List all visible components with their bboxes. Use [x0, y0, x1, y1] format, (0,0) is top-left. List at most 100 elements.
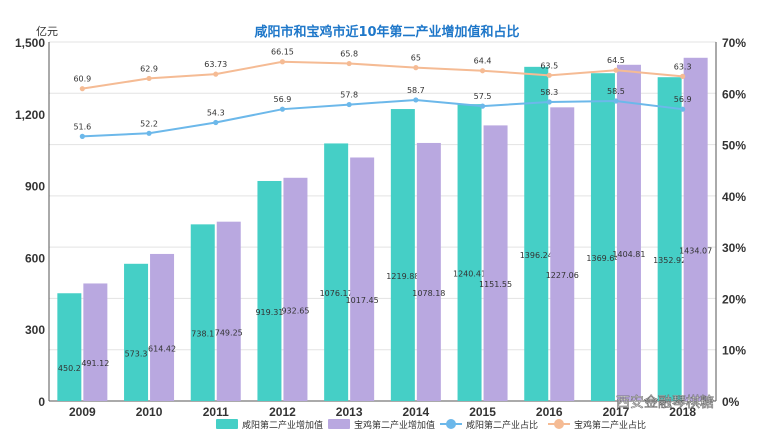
bar-data-label: 450.2 — [58, 364, 81, 373]
x-tick-label: 2015 — [469, 405, 496, 419]
y-tick-label: 300 — [25, 323, 45, 337]
y2-tick-label: 30% — [722, 241, 746, 255]
line-point — [146, 130, 152, 136]
line-data-label: 63.73 — [204, 60, 227, 69]
legend-swatch-marker — [554, 419, 564, 429]
bar — [616, 64, 641, 402]
line-point — [680, 106, 686, 112]
line-point — [613, 98, 619, 104]
bar — [350, 157, 375, 401]
line-point — [479, 103, 486, 109]
y2-tick-label: 10% — [722, 344, 746, 358]
line-data-label: 57.5 — [474, 92, 492, 101]
bar — [483, 125, 508, 402]
line-data-label: 51.6 — [73, 122, 91, 131]
bar-data-label: 1227.06 — [546, 271, 579, 280]
y2-tick-label: 70% — [722, 36, 746, 50]
line-point — [479, 68, 486, 74]
bar — [683, 57, 708, 402]
x-tick-label: 2018 — [669, 405, 696, 419]
bar — [257, 180, 282, 401]
x-tick-label: 2009 — [69, 405, 96, 419]
line-point — [279, 59, 286, 65]
bar-data-label: 749.25 — [215, 328, 243, 337]
x-tick-label: 2014 — [402, 405, 429, 419]
line-data-label: 65 — [411, 54, 421, 63]
bar — [390, 109, 415, 401]
bar-data-label: 1219.88 — [386, 272, 419, 281]
chart-title: 咸阳市和宝鸡市近10年第二产业增加值和占比 — [254, 24, 519, 40]
bar-data-label: 491.12 — [81, 359, 109, 368]
bar — [83, 283, 108, 401]
legend-label: 咸阳第二产业占比 — [466, 419, 538, 431]
line-data-label: 63.5 — [540, 61, 558, 70]
legend-swatch-marker — [446, 419, 456, 429]
bar-data-label: 614.42 — [148, 344, 176, 353]
bar — [216, 221, 241, 401]
bar — [57, 293, 82, 401]
bar — [457, 104, 482, 401]
line-point — [546, 99, 552, 105]
bar-data-label: 573.3 — [125, 349, 148, 358]
line-data-label: 52.2 — [140, 119, 158, 128]
legend-label: 宝鸡第二产业增加值 — [354, 419, 435, 431]
line-point — [346, 60, 352, 67]
line-data-label: 62.9 — [140, 64, 158, 73]
legend-label: 咸阳第二产业增加值 — [242, 419, 323, 431]
line-point — [546, 72, 552, 78]
legend-swatch-bar — [216, 419, 238, 429]
bar — [324, 143, 349, 401]
x-tick-label: 2017 — [603, 405, 630, 419]
bar-data-label: 1076.17 — [320, 289, 353, 298]
line-point — [413, 97, 419, 103]
line-data-label: 64.4 — [474, 57, 492, 66]
bar-data-label: 1352.92 — [653, 256, 686, 265]
bar-data-label: 1396.24 — [520, 251, 553, 260]
line-data-label: 57.8 — [340, 91, 358, 100]
x-tick-label: 2016 — [536, 405, 563, 419]
line-data-label: 64.5 — [607, 56, 625, 65]
x-tick-label: 2011 — [203, 405, 229, 419]
bar — [150, 253, 175, 401]
line-point — [213, 71, 219, 77]
y-tick-label: 0 — [38, 395, 45, 409]
line-point — [146, 75, 152, 82]
line-data-label: 58.5 — [607, 87, 625, 96]
line-point — [213, 119, 219, 126]
line-point — [680, 73, 686, 79]
bar — [190, 224, 215, 401]
bar-data-label: 1369.64 — [586, 254, 619, 263]
watermark-text: 西安金融琴棋糖 — [616, 395, 714, 411]
bar — [124, 263, 149, 401]
line-point — [279, 106, 286, 112]
y2-tick-label: 60% — [722, 87, 746, 101]
bar — [524, 66, 549, 402]
line-data-label: 65.8 — [340, 50, 358, 59]
x-tick-label: 2013 — [336, 405, 363, 419]
line-point — [346, 101, 352, 108]
line-data-label: 54.3 — [207, 109, 225, 118]
y-tick-label: 1,200 — [15, 108, 45, 122]
line-point — [613, 67, 619, 73]
y2-tick-label: 0% — [722, 395, 740, 409]
y-tick-label: 900 — [25, 180, 45, 194]
bar-data-label: 1434.07 — [679, 246, 712, 255]
line-point — [413, 65, 419, 71]
bar-data-label: 1017.45 — [346, 296, 379, 305]
y-tick-label: 1,500 — [15, 36, 45, 50]
line-data-label: 56.9 — [274, 95, 292, 104]
bar — [416, 142, 441, 402]
bar-data-label: 1151.55 — [479, 280, 512, 289]
x-tick-label: 2012 — [269, 405, 296, 419]
y2-tick-label: 40% — [722, 190, 746, 204]
line-data-label: 58.3 — [540, 88, 558, 97]
series-line — [82, 60, 683, 90]
y2-tick-label: 20% — [722, 292, 746, 306]
series-line — [82, 98, 683, 138]
bar — [550, 107, 575, 401]
bar — [657, 77, 682, 402]
y2-tick-label: 50% — [722, 139, 746, 153]
legend-label: 宝鸡第二产业占比 — [574, 419, 646, 431]
